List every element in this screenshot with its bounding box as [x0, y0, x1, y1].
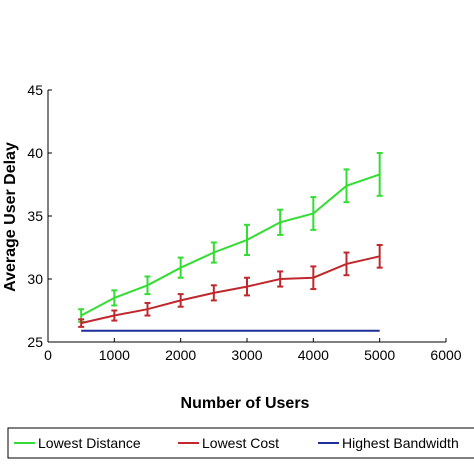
y-tick-label: 35	[27, 208, 43, 224]
error-bar-lowest-cost	[78, 318, 85, 328]
series-line-lowest-distance	[80, 173, 381, 317]
x-axis-title: Number of Users	[181, 395, 310, 412]
error-bar-lowest-cost	[244, 276, 250, 297]
legend: Lowest Distance Lowest Cost Highest Bandwi…	[7, 427, 474, 459]
x-tick-label: 3000	[231, 347, 262, 363]
x-tick-label: 4000	[298, 347, 329, 363]
error-bar-lowest-distance	[144, 275, 151, 296]
y-tick-label: 40	[27, 145, 43, 161]
error-bar-lowest-cost	[343, 251, 350, 277]
x-tick-label: 5000	[364, 347, 395, 363]
y-tick-label: 30	[27, 271, 43, 287]
error-bar-lowest-distance	[277, 208, 284, 236]
error-bar-lowest-distance	[111, 289, 118, 307]
x-tick-label: 2000	[165, 347, 196, 363]
y-tick-label: 25	[27, 334, 43, 350]
error-bar-lowest-cost	[277, 270, 284, 288]
legend-box	[7, 427, 474, 459]
y-tick-label: 45	[27, 82, 43, 98]
y-axis-title: Average User Delay	[2, 142, 19, 292]
series-line-lowest-cost	[80, 255, 380, 325]
error-bar-lowest-distance	[177, 256, 184, 279]
error-bar-lowest-distance	[244, 223, 250, 257]
x-tick-label: 6000	[430, 347, 461, 363]
error-bar-lowest-distance	[310, 196, 317, 231]
plot-area: 0 1000 2000 3000 4000 5000 6000 25 30 35 40 45	[27, 82, 461, 363]
x-tick-label: 1000	[99, 347, 130, 363]
error-bar-lowest-cost	[376, 243, 383, 269]
error-bar-lowest-distance	[376, 152, 383, 197]
error-bar-lowest-cost	[210, 284, 217, 302]
error-bar-lowest-distance	[210, 241, 217, 264]
error-bar-lowest-distance	[343, 168, 350, 204]
legend-label: Lowest Cost	[202, 435, 279, 451]
error-bar-lowest-cost	[144, 301, 151, 317]
error-bar-lowest-cost	[310, 265, 317, 291]
error-bar-lowest-cost	[111, 309, 118, 322]
legend-label: Lowest Distance	[38, 435, 141, 451]
x-tick-label: 0	[44, 347, 52, 363]
legend-label: Highest Bandwidth	[342, 435, 459, 451]
error-bar-lowest-cost	[177, 293, 184, 308]
